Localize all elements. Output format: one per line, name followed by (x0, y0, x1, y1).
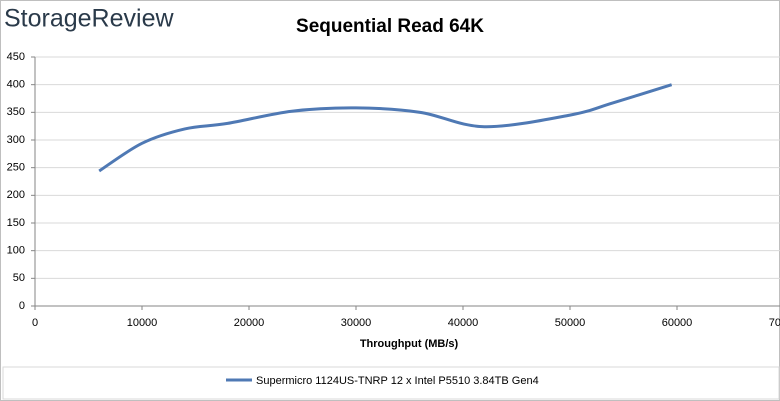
x-tick-label: 20000 (234, 317, 265, 329)
y-tick-label: 250 (7, 162, 25, 174)
chart-title: Sequential Read 64K (296, 16, 484, 37)
y-tick-label: 150 (7, 217, 25, 229)
x-tick-label: 50000 (555, 317, 586, 329)
x-tick-label: 0 (32, 317, 38, 329)
x-tick-label: 40000 (448, 317, 479, 329)
y-tick-label: 300 (7, 134, 25, 146)
x-tick-label: 10000 (127, 317, 158, 329)
y-tick-label: 350 (7, 106, 25, 118)
legend-box (2, 366, 780, 400)
y-tick-label: 450 (7, 51, 25, 63)
legend-label: Supermicro 1124US-TNRP 12 x Intel P5510 … (256, 375, 539, 387)
y-tick-label: 0 (19, 300, 25, 312)
y-tick-label: 400 (7, 79, 25, 91)
x-tick-label: 60000 (662, 317, 693, 329)
x-axis-label: Throughput (MB/s) (360, 338, 459, 350)
line-series (98, 83, 673, 173)
y-tick-label: 200 (7, 189, 25, 201)
x-tick-label: 70000 (769, 317, 780, 329)
logo: StorageReview (4, 5, 174, 33)
x-tick-label: 30000 (341, 317, 372, 329)
y-tick-label: 50 (13, 272, 25, 284)
y-tick-label: 100 (7, 245, 25, 257)
